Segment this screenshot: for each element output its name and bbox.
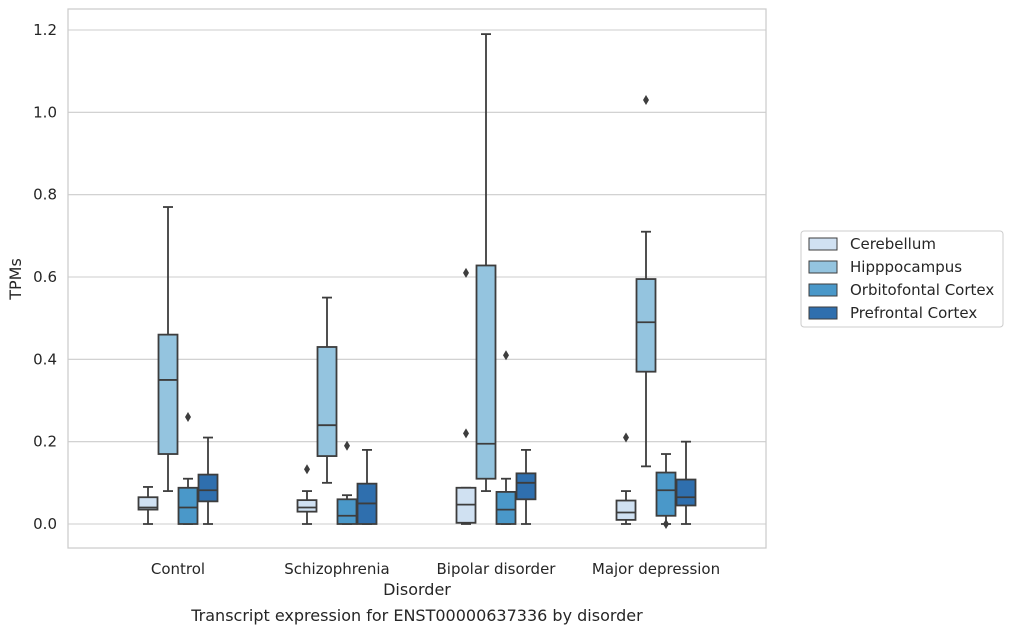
box-iqr xyxy=(475,264,497,480)
box-cerebellum xyxy=(615,432,637,525)
box-iqr xyxy=(635,278,657,373)
box-iqr xyxy=(655,471,677,517)
legend-label: Orbitofontal Cortex xyxy=(850,281,994,299)
box-iqr xyxy=(675,478,697,507)
outlier-point xyxy=(623,432,629,443)
box-cerebellum xyxy=(296,464,318,525)
outlier-point xyxy=(643,94,649,105)
box-hipppocampus xyxy=(316,296,338,484)
outlier-point xyxy=(304,464,310,475)
x-tick-label: Major depression xyxy=(592,560,720,578)
box-iqr xyxy=(495,490,517,525)
box-prefrontal-cortex xyxy=(356,448,378,525)
plot-frame xyxy=(67,8,767,549)
y-tick-label: 0.2 xyxy=(33,433,57,451)
box-iqr xyxy=(316,346,338,457)
y-axis-label: TPMs xyxy=(6,258,25,301)
box-iqr xyxy=(177,486,199,525)
box-orbitofontal-cortex xyxy=(655,453,677,529)
legend-swatch xyxy=(808,237,838,251)
box-iqr xyxy=(197,473,219,503)
legend-swatch xyxy=(808,306,838,320)
legend: Cerebellum Hipppocampus Orbitofontal Corte… xyxy=(800,230,1004,328)
y-tick-label: 0.4 xyxy=(33,350,57,368)
box-prefrontal-cortex xyxy=(197,436,219,525)
box-iqr xyxy=(157,333,179,455)
box-hipppocampus xyxy=(475,33,497,492)
box-layer xyxy=(137,33,697,529)
box-orbitofontal-cortex xyxy=(177,411,199,525)
box-prefrontal-cortex xyxy=(675,440,697,525)
y-tick-label: 0.8 xyxy=(33,186,57,204)
grid-lines xyxy=(68,29,766,525)
outlier-point xyxy=(344,440,350,451)
box-hipppocampus xyxy=(635,94,657,468)
outlier-point xyxy=(185,411,191,422)
x-tick-label: Control xyxy=(151,560,205,578)
y-tick-labels: 0.0 0.2 0.4 0.6 0.8 1.0 1.2 xyxy=(33,21,57,533)
x-tick-labels: Control Schizophrenia Bipolar disorder Majo… xyxy=(151,560,720,578)
box-cerebellum xyxy=(455,267,477,525)
legend-label: Prefrontal Cortex xyxy=(850,304,977,322)
legend-swatch xyxy=(808,260,838,274)
outlier-point xyxy=(463,428,469,439)
outlier-point xyxy=(663,519,669,529)
box-iqr xyxy=(296,499,318,513)
box-prefrontal-cortex xyxy=(515,448,537,525)
y-tick-label: 0.6 xyxy=(33,268,57,286)
box-iqr xyxy=(336,498,358,525)
box-hipppocampus xyxy=(157,206,179,492)
legend-label: Hipppocampus xyxy=(850,258,962,276)
x-tick-label: Bipolar disorder xyxy=(437,560,557,578)
legend-frame xyxy=(800,230,1004,328)
legend-swatch xyxy=(808,283,838,297)
y-tick-label: 1.0 xyxy=(33,103,57,121)
box-iqr xyxy=(137,496,159,511)
figure-caption: Transcript expression for ENST0000063733… xyxy=(191,606,643,625)
outlier-point xyxy=(463,267,469,278)
box-iqr xyxy=(515,472,537,501)
box-iqr xyxy=(615,499,637,521)
y-tick-label: 1.2 xyxy=(33,21,57,39)
x-tick-label: Schizophrenia xyxy=(284,560,389,578)
outlier-point xyxy=(503,350,509,361)
x-axis-label: Disorder xyxy=(383,580,451,599)
box-orbitofontal-cortex xyxy=(336,440,358,525)
legend-label: Cerebellum xyxy=(850,235,936,253)
box-cerebellum xyxy=(137,486,159,525)
y-tick-label: 0.0 xyxy=(33,515,57,533)
box-orbitofontal-cortex xyxy=(495,350,517,525)
